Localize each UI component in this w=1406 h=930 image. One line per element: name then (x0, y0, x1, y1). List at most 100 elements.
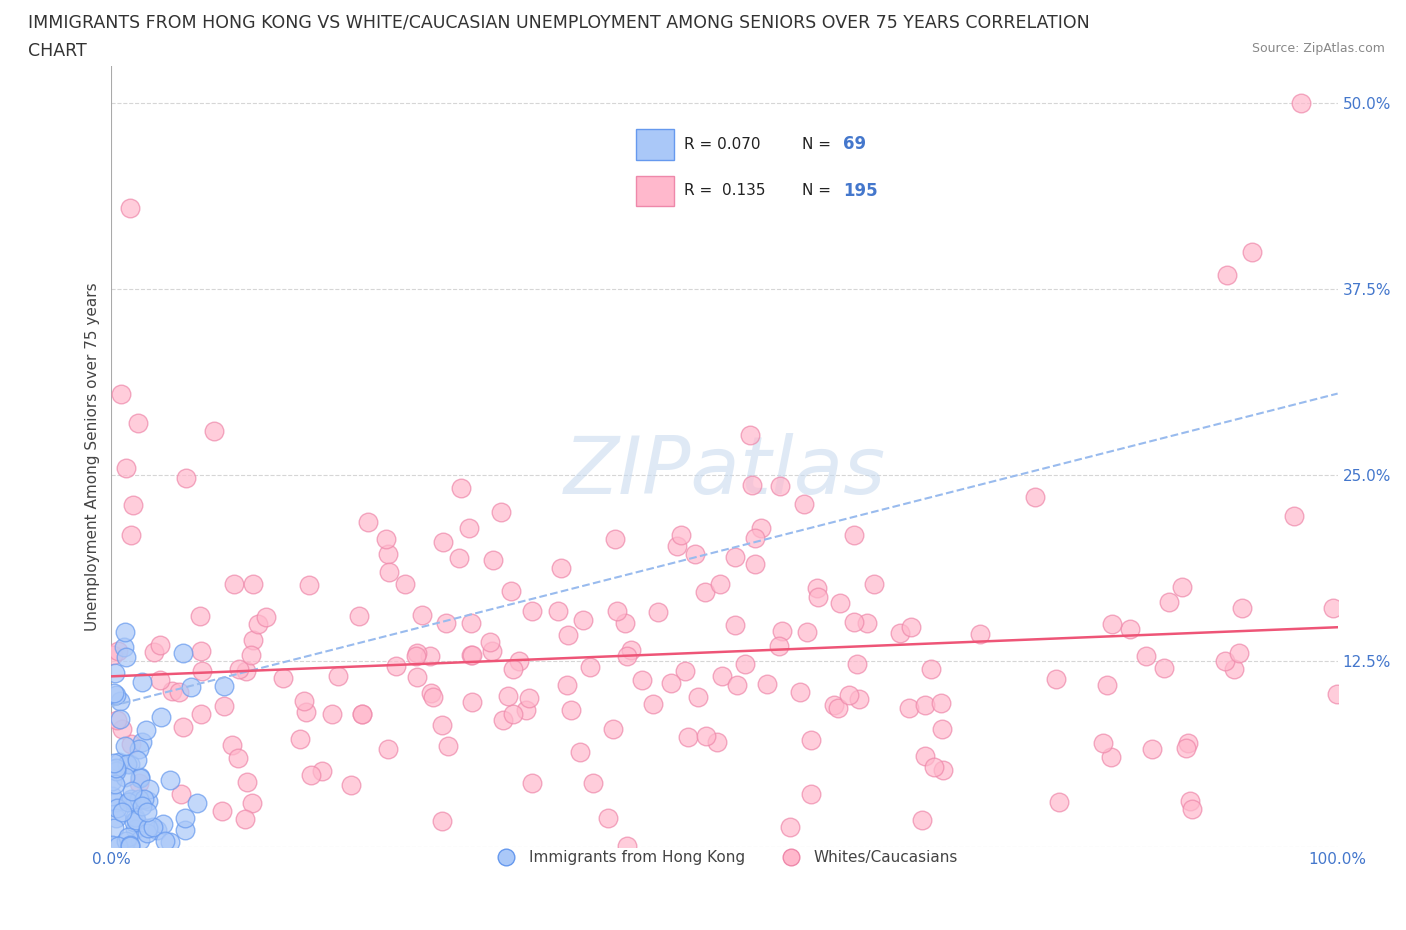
Point (290, 732, 312, 747)
Point (114, 738, 136, 753)
Point (914, 698, 936, 712)
Point (461, 647, 484, 662)
Point (377, 547, 399, 562)
Point (461, 695, 484, 710)
Point (180, 680, 202, 695)
Point (118, 200, 141, 215)
Point (149, 637, 172, 652)
Point (131, 735, 153, 750)
Point (112, 640, 135, 655)
Point (405, 649, 427, 664)
Point (560, 702, 582, 717)
Point (104, 794, 127, 809)
Point (550, 561, 572, 576)
Point (659, 676, 682, 691)
Point (789, 684, 811, 699)
Point (1180, 794, 1202, 809)
Point (643, 697, 665, 711)
Point (614, 615, 637, 630)
Point (120, 793, 142, 808)
Point (242, 632, 264, 647)
Point (124, 821, 146, 836)
Point (620, 643, 643, 658)
Point (125, 813, 148, 828)
Point (167, 684, 190, 699)
Point (128, 791, 150, 806)
Point (848, 691, 870, 706)
Point (744, 531, 766, 546)
Point (606, 603, 628, 618)
Point (1240, 245, 1263, 259)
Point (233, 812, 256, 827)
Point (845, 657, 868, 671)
Point (127, 752, 149, 767)
Point (596, 811, 619, 826)
Point (117, 830, 139, 844)
Point (214, 678, 236, 693)
Point (568, 745, 591, 760)
Point (129, 770, 152, 785)
Point (432, 535, 454, 550)
Point (1157, 594, 1180, 609)
Point (1230, 601, 1253, 616)
Point (898, 700, 921, 715)
Text: IMMIGRANTS FROM HONG KONG VS WHITE/CAUCASIAN UNEMPLOYMENT AMONG SENIORS OVER 75 : IMMIGRANTS FROM HONG KONG VS WHITE/CAUCA… (28, 14, 1090, 32)
Point (779, 819, 801, 834)
Point (1045, 671, 1067, 686)
Point (1227, 645, 1250, 660)
Point (228, 661, 250, 676)
Point (160, 684, 183, 698)
Point (247, 617, 270, 631)
Point (150, 710, 173, 724)
Point (889, 626, 911, 641)
Point (496, 688, 519, 703)
Point (1092, 736, 1115, 751)
Point (138, 782, 160, 797)
Point (768, 638, 790, 653)
Point (806, 581, 828, 596)
Point (152, 817, 174, 831)
Point (572, 613, 595, 628)
Point (105, 712, 128, 727)
Point (378, 565, 401, 579)
Point (211, 804, 233, 819)
Point (384, 658, 406, 673)
Point (508, 653, 530, 668)
Point (170, 786, 193, 801)
Point (115, 460, 138, 475)
Point (1174, 740, 1197, 755)
Point (740, 428, 762, 443)
Point (1047, 794, 1070, 809)
Point (1097, 678, 1119, 693)
Point (149, 672, 172, 687)
Point (430, 814, 453, 829)
Point (122, 815, 145, 830)
Point (706, 735, 728, 750)
Point (110, 386, 132, 401)
Point (124, 809, 146, 824)
Point (107, 644, 129, 658)
Point (131, 798, 153, 813)
Point (101, 774, 124, 789)
Point (214, 698, 236, 713)
Point (828, 595, 851, 610)
Point (517, 690, 540, 705)
Point (118, 756, 141, 771)
Point (827, 700, 849, 715)
Point (1101, 617, 1123, 631)
Text: Source: ZipAtlas.com: Source: ZipAtlas.com (1251, 42, 1385, 55)
Point (299, 767, 322, 782)
Point (430, 718, 453, 733)
Point (502, 707, 524, 722)
Point (105, 801, 128, 816)
Point (104, 764, 127, 778)
Legend: Immigrants from Hong Kong, Whites/Caucasians: Immigrants from Hong Kong, Whites/Caucas… (485, 844, 965, 871)
Point (515, 702, 537, 717)
Point (447, 551, 470, 565)
Point (724, 550, 747, 565)
Point (920, 661, 942, 676)
Point (347, 609, 370, 624)
Point (744, 556, 766, 571)
Point (1289, 96, 1312, 111)
Point (120, 527, 142, 542)
